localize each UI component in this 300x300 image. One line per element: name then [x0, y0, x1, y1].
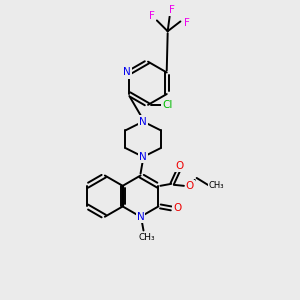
Text: N: N — [139, 152, 147, 162]
Text: F: F — [169, 4, 175, 15]
Text: N: N — [137, 212, 144, 222]
Text: F: F — [184, 18, 190, 28]
Text: N: N — [124, 68, 131, 77]
Text: N: N — [139, 116, 147, 127]
Text: CH₃: CH₃ — [138, 233, 155, 242]
Text: O: O — [175, 161, 183, 171]
Text: Cl: Cl — [163, 100, 173, 110]
Text: O: O — [173, 203, 181, 213]
Text: CH₃: CH₃ — [208, 181, 224, 190]
Text: F: F — [149, 11, 155, 20]
Text: O: O — [186, 181, 194, 191]
